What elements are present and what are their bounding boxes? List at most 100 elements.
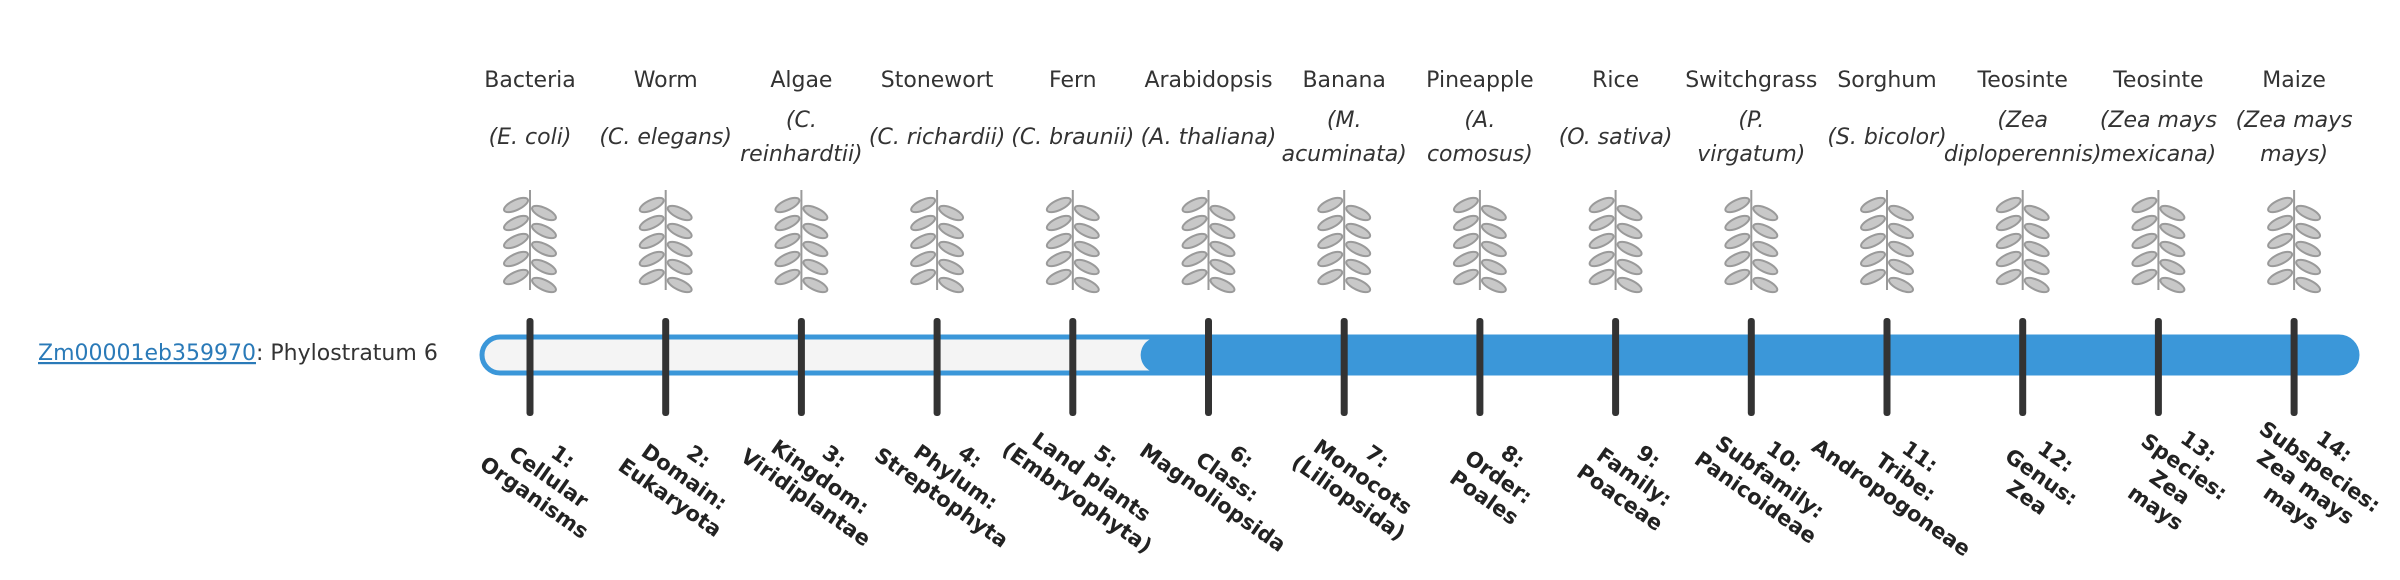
icon-leaf: [774, 214, 801, 232]
icon-leaf: [2267, 214, 2294, 232]
icon-leaf: [1995, 250, 2022, 268]
icon-leaf: [2295, 240, 2322, 258]
stratum-tick: [1476, 318, 1484, 416]
icon-leaf: [666, 258, 693, 276]
icon-leaf: [1860, 196, 1886, 214]
icon-leaf: [2131, 232, 2158, 250]
icon-leaf: [2267, 250, 2294, 268]
icon-leaf: [1345, 276, 1372, 294]
stratum-tick: [2154, 318, 2162, 416]
icon-leaf: [2267, 196, 2294, 214]
species-name: (A.: [1464, 108, 1495, 133]
icon-leaf: [1616, 240, 1643, 258]
species-name: mays): [2260, 142, 2328, 167]
icon-leaf: [1588, 214, 1615, 232]
icon-leaf: [1724, 268, 1751, 286]
icon-leaf: [1181, 268, 1208, 286]
stratum-tick: [662, 318, 670, 416]
icon-leaf: [666, 276, 693, 294]
organism-icon: [1181, 190, 1236, 294]
icon-leaf: [666, 222, 693, 240]
organism-icon: [1995, 190, 2050, 294]
icon-leaf: [1073, 258, 1100, 276]
icon-leaf: [802, 222, 829, 240]
icon-leaf: [1888, 276, 1914, 294]
icon-leaf: [1317, 196, 1344, 214]
stratum-tick: [526, 318, 534, 416]
stratum-label: 9:Family:Poaceae: [1572, 440, 1676, 536]
organism-icon: [503, 190, 557, 294]
gene-label: : Phylostratum: [256, 341, 417, 366]
icon-leaf: [910, 268, 937, 286]
species-name: (E. coli): [489, 125, 572, 150]
icon-leaf: [666, 240, 693, 258]
icon-leaf: [938, 258, 965, 276]
icon-leaf: [938, 240, 965, 258]
icon-leaf: [802, 258, 829, 276]
organism-icon: [1045, 190, 1100, 294]
icon-leaf: [774, 196, 801, 214]
organism-icon: [1452, 190, 1507, 294]
icon-leaf: [1995, 196, 2022, 214]
icon-leaf: [1480, 276, 1507, 294]
icon-leaf: [1480, 222, 1507, 240]
species-name: (Zea: [1997, 108, 2048, 133]
icon-leaf: [2131, 196, 2158, 214]
icon-leaf: [1209, 258, 1236, 276]
icon-leaf: [1752, 222, 1779, 240]
species-name: (O. sativa): [1559, 125, 1673, 150]
species-name: (C. elegans): [599, 125, 732, 150]
stratum-tick: [933, 318, 941, 416]
gene-link[interactable]: Zm00001eb359970: [38, 341, 256, 366]
stratum-tick: [1883, 318, 1891, 416]
icon-leaf: [1181, 232, 1208, 250]
organism-icon: [638, 190, 693, 294]
icon-leaf: [1860, 232, 1886, 250]
icon-leaf: [1345, 240, 1372, 258]
icon-leaf: [1073, 204, 1100, 222]
icon-leaf: [1181, 196, 1208, 214]
icon-leaf: [774, 268, 801, 286]
organism-icon: [1860, 190, 1914, 294]
species-name: mexicana): [2101, 142, 2217, 167]
species-name: (Zea mays: [2100, 108, 2217, 133]
icon-leaf: [2023, 222, 2050, 240]
icon-leaf: [503, 268, 529, 286]
icon-leaf: [1588, 196, 1615, 214]
icon-leaf: [1724, 196, 1751, 214]
icon-leaf: [938, 222, 965, 240]
icon-leaf: [2131, 250, 2158, 268]
icon-leaf: [2267, 232, 2294, 250]
icon-leaf: [1452, 268, 1479, 286]
icon-leaf: [910, 232, 937, 250]
icon-leaf: [1995, 268, 2022, 286]
icon-leaf: [1209, 240, 1236, 258]
icon-leaf: [938, 276, 965, 294]
icon-leaf: [802, 276, 829, 294]
icon-leaf: [638, 214, 665, 232]
organism-name: Sorghum: [1837, 68, 1936, 93]
icon-leaf: [910, 196, 937, 214]
species-name: (M.: [1327, 108, 1362, 133]
icon-leaf: [1073, 240, 1100, 258]
icon-leaf: [1209, 222, 1236, 240]
organism-name: Pineapple: [1426, 68, 1533, 93]
icon-leaf: [1888, 258, 1914, 276]
icon-leaf: [2159, 204, 2186, 222]
icon-leaf: [1888, 204, 1914, 222]
organism-icon: [2131, 190, 2186, 294]
icon-leaf: [503, 232, 529, 250]
icon-leaf: [1045, 214, 1072, 232]
icon-leaf: [2023, 276, 2050, 294]
icon-leaf: [666, 204, 693, 222]
species-name: reinhardtii): [740, 142, 863, 167]
species-name: acuminata): [1282, 142, 1407, 167]
organism-icon: [910, 190, 965, 294]
species-name: virgatum): [1697, 142, 1805, 167]
icon-leaf: [802, 204, 829, 222]
icon-leaf: [802, 240, 829, 258]
icon-leaf: [1073, 222, 1100, 240]
species-name: diploperennis): [1944, 142, 2102, 167]
icon-leaf: [910, 214, 937, 232]
icon-leaf: [1860, 268, 1886, 286]
